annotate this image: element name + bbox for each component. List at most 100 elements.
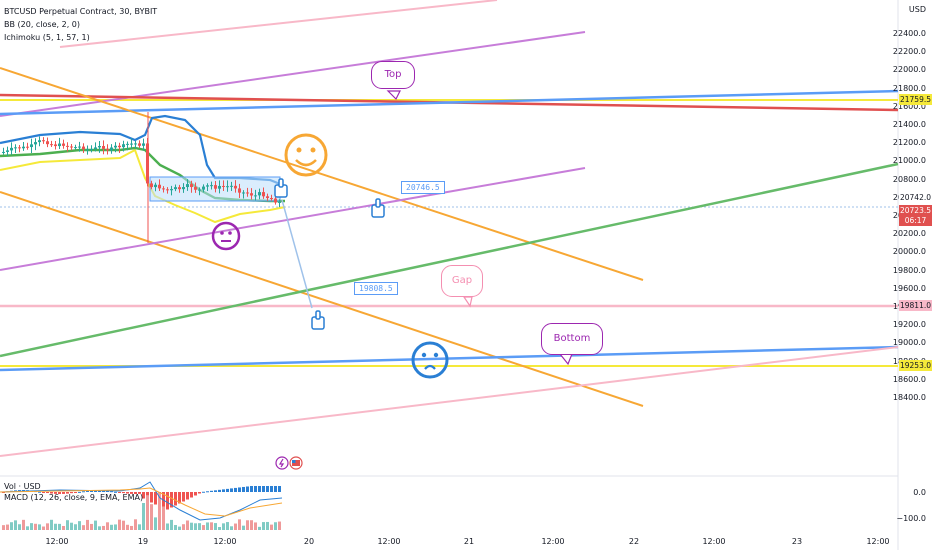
volume-bar: [46, 523, 49, 530]
volume-bar: [102, 525, 105, 530]
orange-trendline-lower[interactable]: [0, 191, 644, 407]
candle-body: [270, 198, 273, 200]
volume-bar: [170, 519, 173, 530]
candle-body: [26, 146, 29, 148]
volume-bar: [226, 522, 229, 530]
candle-body: [190, 184, 193, 188]
purple-trendline-lower[interactable]: [0, 167, 586, 271]
candle-body: [130, 143, 133, 145]
macd-histogram-bar: [190, 492, 193, 498]
purple-trendline-upper[interactable]: [0, 31, 586, 117]
gap-callout[interactable]: Gap: [441, 265, 483, 297]
candle-body: [250, 193, 253, 196]
candle-body: [106, 148, 109, 151]
price-label-high[interactable]: 20746.5: [401, 181, 445, 194]
candle-body: [226, 186, 229, 188]
volume-bar: [122, 520, 125, 530]
candle-body: [194, 187, 197, 190]
candle-body: [22, 146, 25, 149]
legend-ichimoku[interactable]: Ichimoku (5, 1, 57, 1): [4, 33, 90, 42]
top-callout-tail: [386, 90, 401, 101]
blue-trendline-upper[interactable]: [0, 89, 899, 116]
volume-bar: [150, 504, 153, 530]
happy-face-icon[interactable]: [284, 133, 328, 177]
macd-axis-zero: 0.0: [913, 488, 926, 497]
top-callout[interactable]: Top: [371, 61, 415, 89]
candle-body: [54, 144, 57, 147]
macd-histogram-bar: [230, 488, 233, 492]
macd-histogram-bar: [202, 491, 205, 493]
pink-trendline-upper[interactable]: [59, 0, 498, 48]
time-axis-tick: 12:00: [702, 537, 726, 546]
macd-histogram-bar: [150, 492, 153, 503]
volume-bar: [206, 522, 209, 530]
volume-bar: [202, 525, 205, 530]
candle-body: [42, 140, 45, 142]
candle-body: [266, 196, 269, 199]
time-axis-tick: 12:00: [866, 537, 890, 546]
candle-body: [198, 189, 201, 191]
volume-bars: [2, 492, 281, 530]
volume-bar: [250, 520, 253, 530]
us-flag-icon[interactable]: [289, 456, 303, 470]
candlesticks: [2, 112, 281, 243]
volume-bar: [50, 519, 53, 530]
orange-trendline-upper[interactable]: [0, 67, 644, 281]
volume-bar: [74, 524, 77, 530]
macd-histogram-bar: [62, 492, 65, 494]
volume-bar: [10, 522, 13, 530]
legend-bb[interactable]: BB (20, close, 2, 0): [4, 20, 80, 29]
price-axis-tick: 21600.0: [892, 101, 926, 111]
candle-body: [238, 188, 241, 193]
top-line-price-badge: 21759.5: [899, 94, 932, 105]
volume-bar: [270, 524, 273, 530]
pointing-hand-icon[interactable]: [311, 310, 325, 330]
bottom-callout[interactable]: Bottom: [541, 323, 603, 355]
candle-body: [50, 144, 53, 146]
candle-body: [74, 147, 77, 149]
macd-histogram-bar: [138, 492, 141, 494]
legend-symbol[interactable]: BTCUSD Perpetual Contract, 30, BYBIT: [4, 7, 158, 16]
blue-trendline-lower[interactable]: [0, 345, 899, 372]
price-axis-tick: 20000.0: [892, 247, 926, 257]
green-trendline[interactable]: [0, 162, 899, 358]
price-axis-tick: 22200.0: [892, 47, 926, 57]
macd-histogram-bar: [58, 492, 61, 494]
macd-histogram-bar: [74, 492, 77, 493]
price-label-low[interactable]: 19808.5: [354, 282, 398, 295]
macd-histogram-bar: [174, 492, 177, 506]
candle-body: [262, 192, 265, 197]
volume-bar: [14, 520, 17, 530]
candle-body: [10, 147, 13, 151]
pointing-hand-icon[interactable]: [274, 178, 288, 198]
price-axis-tick: 19000.0: [892, 338, 926, 348]
macd-histogram-bar: [154, 492, 157, 505]
volume-bar: [238, 519, 241, 530]
volume-bar: [162, 506, 165, 530]
candle-body: [90, 148, 93, 150]
volume-bar: [166, 523, 169, 530]
macd-histogram-bar: [166, 492, 169, 510]
time-axis-tick: 12:00: [45, 537, 69, 546]
macd-histogram-bar: [246, 486, 249, 492]
current-price-badge-a: 20742.0: [899, 192, 932, 203]
legend-volume[interactable]: Vol · USD: [4, 482, 41, 491]
event-flash-icon[interactable]: [275, 456, 289, 470]
pink-trendline-lower[interactable]: [0, 346, 899, 457]
macd-histogram-bar: [182, 492, 185, 502]
macd-histogram-bar: [78, 491, 81, 493]
macd-histogram-bar: [110, 491, 113, 493]
volume-bar: [106, 522, 109, 530]
macd-histogram-bar: [38, 491, 41, 493]
time-axis-tick: 12:00: [213, 537, 237, 546]
candle-body: [254, 195, 257, 197]
neutral-face-icon[interactable]: [211, 221, 241, 251]
candle-body: [138, 143, 141, 146]
volume-bar: [38, 524, 41, 530]
sad-face-icon[interactable]: [411, 341, 449, 379]
legend-macd[interactable]: MACD (12, 26, close, 9, EMA, EMA): [4, 493, 144, 502]
projection-arrow[interactable]: [281, 199, 313, 309]
candle-body: [46, 141, 49, 145]
pointing-hand-icon[interactable]: [371, 198, 385, 218]
